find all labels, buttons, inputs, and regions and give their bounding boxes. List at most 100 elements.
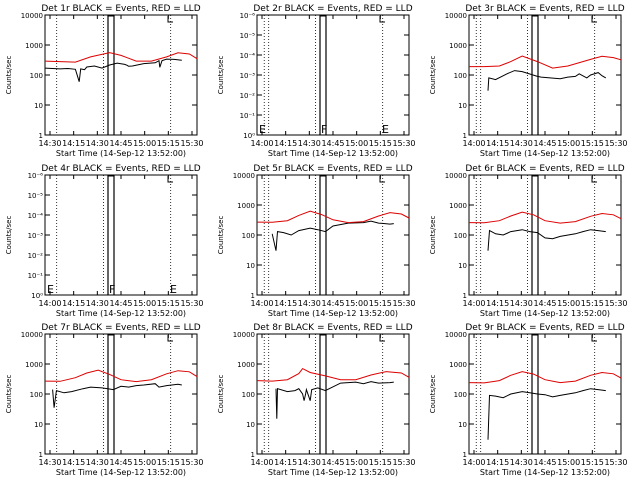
series-line-events	[275, 381, 394, 419]
y-tick-label: 10⁻⁶	[28, 172, 44, 180]
x-tick-label: 15:00	[345, 139, 368, 148]
x-tick-label: 14:00	[462, 139, 485, 148]
series-line-events	[52, 383, 182, 408]
x-tick-label: 14:45	[321, 458, 344, 467]
y-tick-label: 1000	[237, 202, 255, 210]
x-tick-label: 15:00	[345, 299, 368, 308]
x-tick-label: 14:00	[250, 299, 273, 308]
y-tick-label: 10	[458, 262, 467, 270]
series-line-lld	[468, 371, 622, 384]
x-tick-label: 14:30	[86, 139, 109, 148]
y-axis-label: Counts/sec	[217, 375, 225, 414]
x-axis-label: Start Time (14-Sep-12 13:52:00)	[56, 149, 186, 158]
x-tick-label: 14:45	[109, 299, 132, 308]
series-line-lld	[44, 369, 198, 383]
x-tick-label: 15:15	[369, 299, 392, 308]
series-line-lld	[256, 210, 410, 224]
x-tick-label: 14:15	[62, 458, 85, 467]
x-tick-label: 15:30	[604, 139, 627, 148]
y-tick-label: 10	[458, 421, 467, 429]
series-line-lld	[468, 211, 622, 224]
panel-flag-letter: F	[109, 283, 115, 296]
x-tick-label: 14:45	[321, 139, 344, 148]
x-tick-label: 15:15	[157, 299, 180, 308]
x-tick-label: 15:00	[557, 299, 580, 308]
x-tick-label: 15:30	[604, 458, 627, 467]
x-tick-label: 15:30	[180, 139, 203, 148]
y-tick-label: 100	[454, 391, 467, 399]
plot-frame	[44, 174, 198, 296]
y-tick-label: 10	[34, 421, 43, 429]
y-tick-label: 10	[458, 102, 467, 110]
y-tick-label: 1000	[25, 361, 43, 369]
x-tick-label: 15:15	[157, 139, 180, 148]
series-line-events	[271, 220, 394, 251]
y-axis-label: Counts/sec	[429, 216, 437, 255]
x-tick-label: 14:45	[321, 299, 344, 308]
x-tick-label: 15:15	[369, 139, 392, 148]
panel-flag-letter: E	[47, 283, 54, 296]
x-tick-label: 14:30	[38, 139, 61, 148]
panel-flag-letter: E	[382, 123, 389, 136]
y-tick-label: 10000	[445, 172, 467, 180]
series-line-events	[44, 58, 182, 82]
x-tick-label: 15:30	[180, 458, 203, 467]
y-tick-label: 10000	[21, 331, 43, 339]
y-tick-label: 10⁻³	[240, 72, 256, 80]
chart-title: Det 9r BLACK = Events, RED = LLD	[465, 323, 624, 333]
y-tick-label: 10⁰	[31, 292, 43, 300]
series-line-lld	[256, 367, 410, 382]
plot-frame	[44, 333, 198, 455]
x-tick-label: 15:30	[392, 458, 415, 467]
x-axis-label: Start Time (14-Sep-12 13:52:00)	[268, 468, 398, 477]
y-tick-label: 1000	[237, 361, 255, 369]
series-line-events	[487, 70, 607, 91]
x-tick-label: 14:45	[109, 458, 132, 467]
x-tick-label: 14:00	[250, 139, 273, 148]
plot-frame	[256, 174, 410, 296]
y-tick-label: 1	[463, 292, 467, 300]
series-line-events	[487, 229, 606, 251]
y-tick-label: 10	[34, 102, 43, 110]
x-tick-label: 15:15	[581, 139, 604, 148]
x-tick-label: 14:00	[38, 299, 61, 308]
x-tick-label: 14:45	[109, 139, 132, 148]
y-tick-label: 1	[39, 132, 43, 140]
plot-frame	[468, 14, 622, 136]
y-tick-label: 1	[463, 451, 467, 459]
y-tick-label: 10	[246, 262, 255, 270]
y-tick-label: 10000	[233, 172, 255, 180]
plot-frame	[256, 14, 410, 136]
x-tick-label: 14:15	[62, 299, 85, 308]
y-tick-label: 10000	[445, 12, 467, 20]
y-tick-label: 10⁻⁵	[28, 192, 44, 200]
x-tick-label: 15:15	[157, 458, 180, 467]
y-tick-label: 100	[30, 391, 43, 399]
y-tick-label: 1000	[449, 42, 467, 50]
y-tick-label: 10⁻⁴	[28, 212, 44, 220]
x-tick-label: 15:00	[133, 139, 156, 148]
x-tick-label: 14:30	[510, 139, 533, 148]
y-tick-label: 10⁻²	[240, 92, 256, 100]
y-tick-label: 1000	[25, 42, 43, 50]
chart-title: Det 2r BLACK = Events, RED = LLD	[253, 4, 412, 14]
y-axis-label: Counts/sec	[429, 56, 437, 95]
y-axis-label: Counts/sec	[5, 375, 13, 414]
x-tick-label: 14:00	[250, 458, 273, 467]
y-tick-label: 100	[242, 391, 255, 399]
x-tick-label: 15:15	[581, 299, 604, 308]
y-tick-label: 100	[454, 72, 467, 80]
y-tick-label: 10⁰	[243, 132, 255, 140]
plot-frame	[256, 333, 410, 455]
x-tick-label: 14:30	[298, 299, 321, 308]
x-tick-label: 14:00	[462, 458, 485, 467]
x-tick-label: 14:30	[86, 458, 109, 467]
y-axis-label: Counts/sec	[5, 216, 13, 255]
x-tick-label: 15:30	[392, 299, 415, 308]
